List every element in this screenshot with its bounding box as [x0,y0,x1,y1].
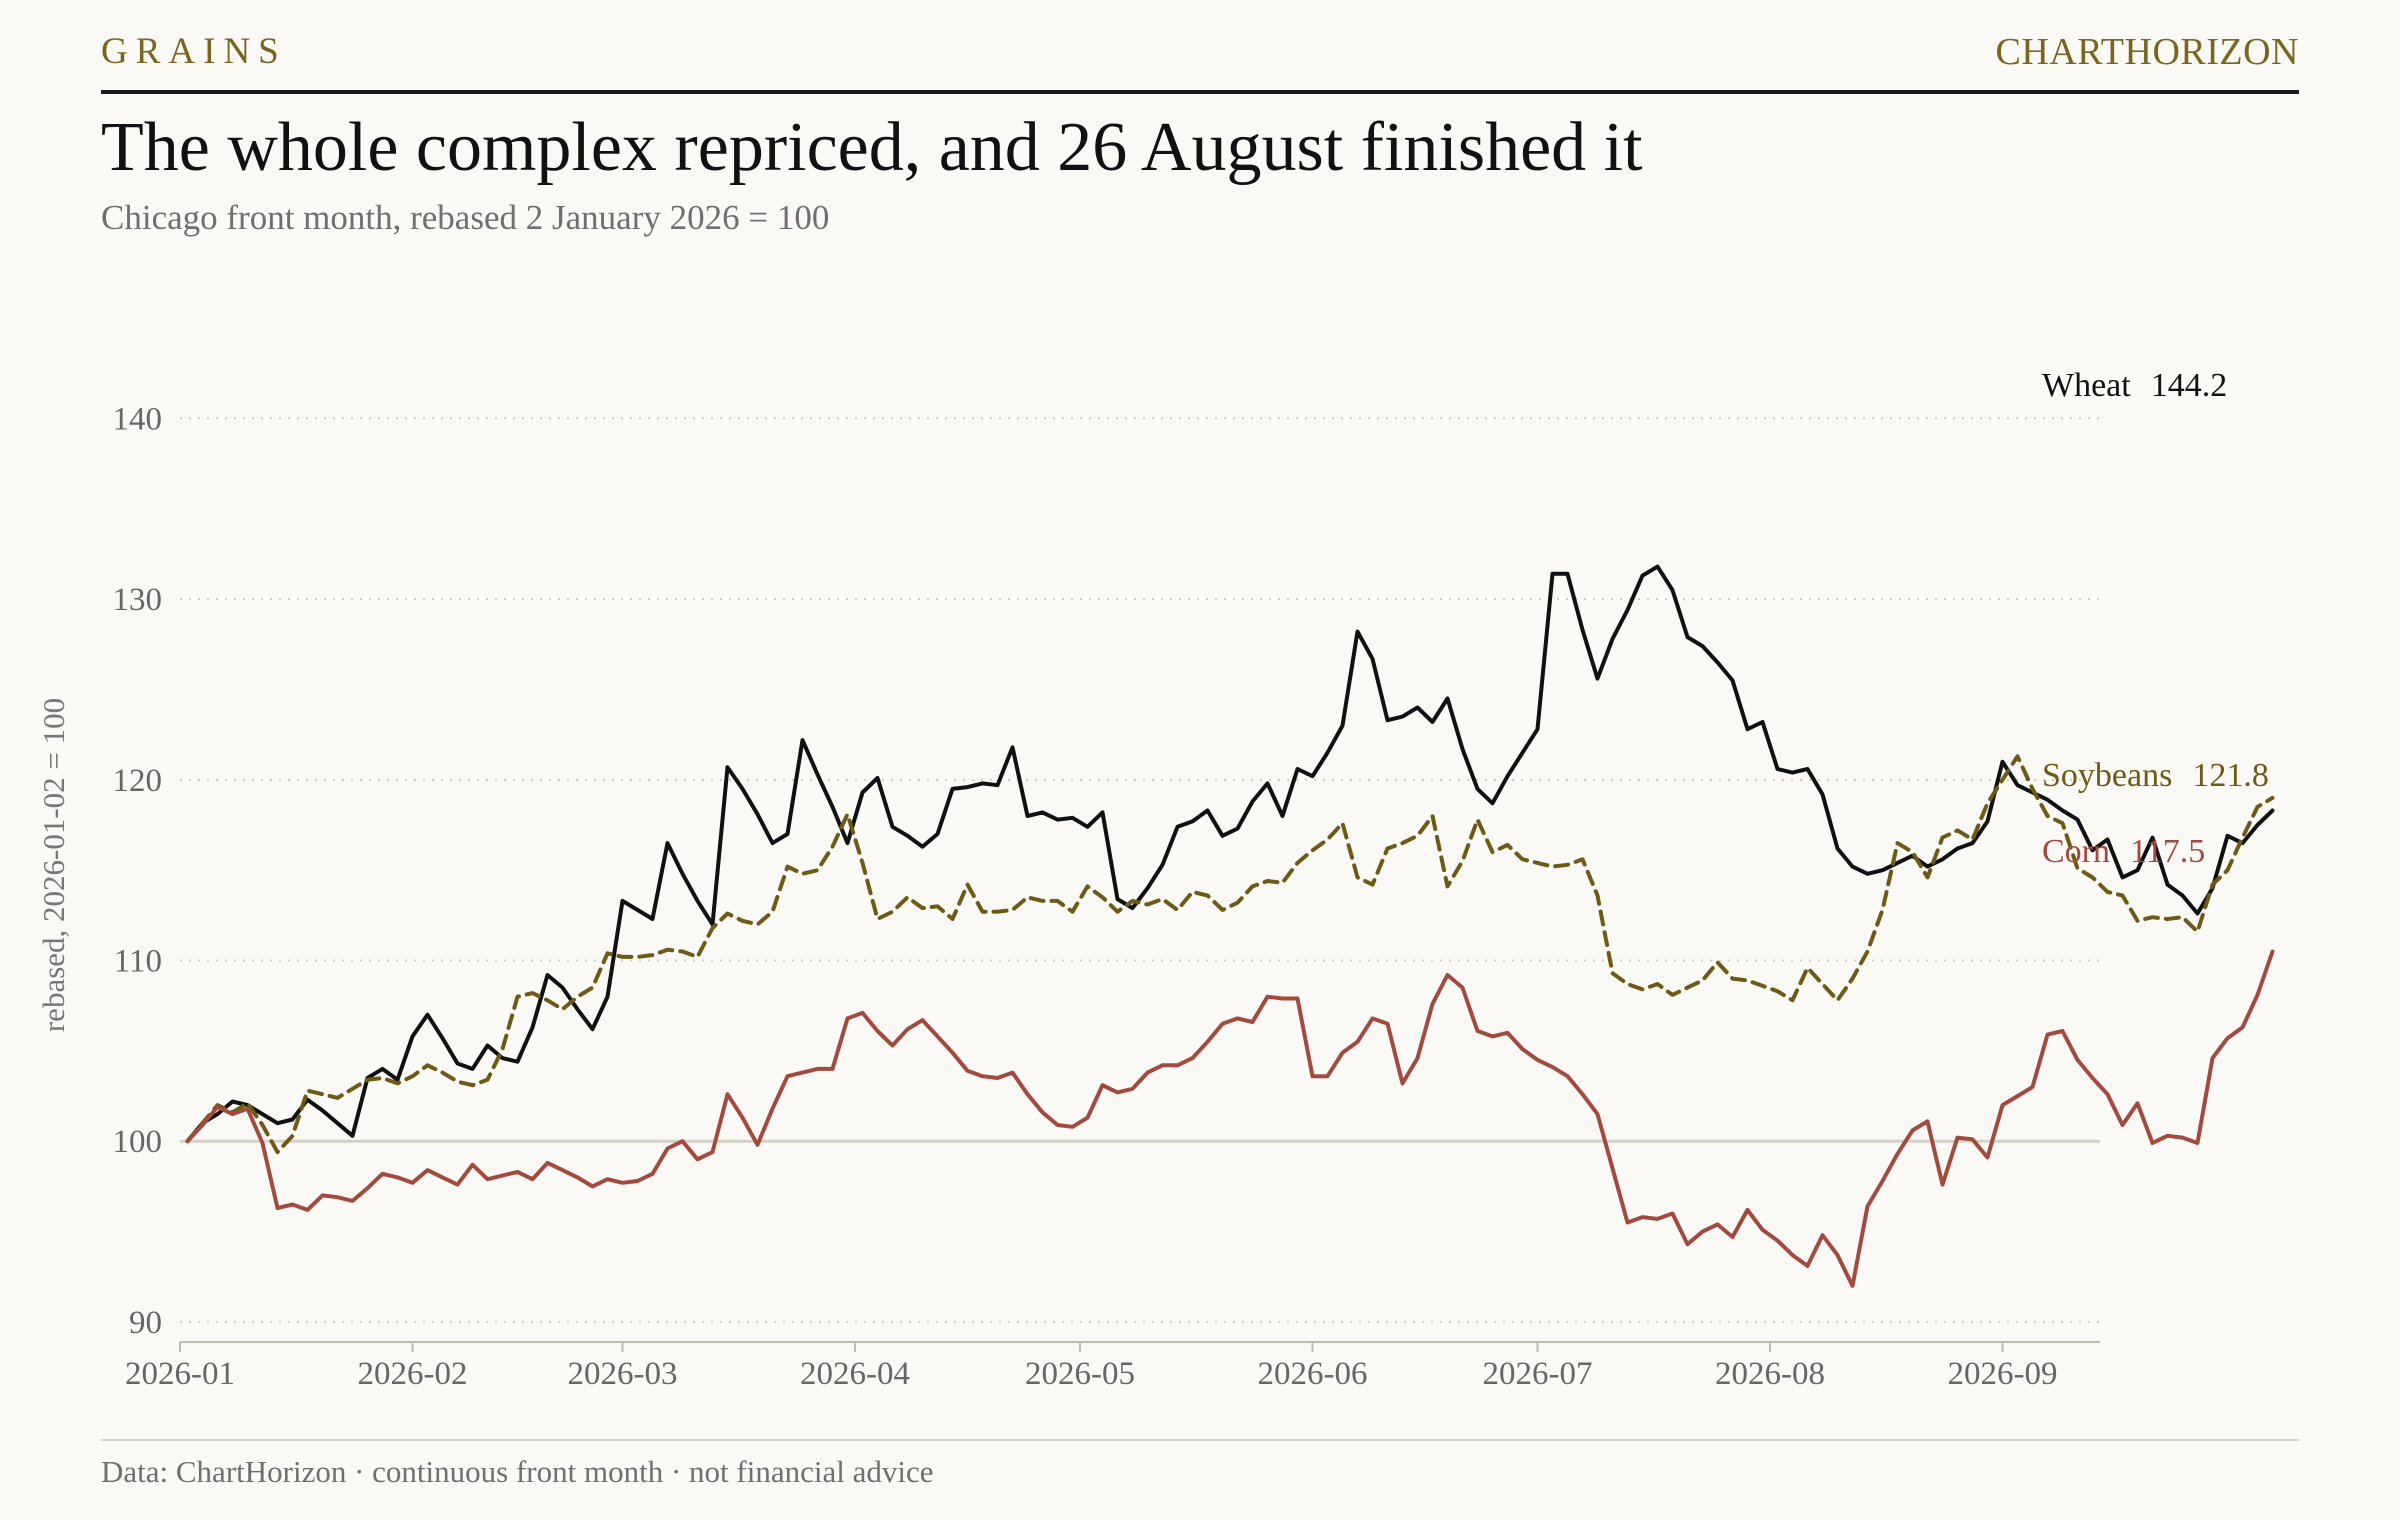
x-tick-label: 2026-06 [1258,1356,1368,1392]
line-chart: 90 100 110 120 130 140 2026-01 2026-02 2026-03 20… [36,367,2275,1392]
y-tick-label: 90 [129,1305,162,1341]
bottom-rule [101,1439,2299,1441]
series-name: Wheat [2042,367,2131,404]
series-name: Corn [2042,833,2110,870]
x-tick-label: 2026-04 [800,1356,910,1392]
series-line-wheat [185,564,2275,1144]
brand-logo[interactable]: CHARTHORIZON [1995,31,2299,73]
y-tick-label: 140 [113,401,163,437]
x-tick-label: 2026-01 [125,1356,235,1392]
x-tick-label: 2026-09 [1948,1356,2058,1392]
y-tick-label: 110 [114,944,162,980]
label-layer: Wheat 144.2 Soybeans 121.8 Corn 117.5 [2042,367,2269,870]
series-end-value: 121.8 [2192,757,2269,794]
x-tick-label: 2026-05 [1025,1356,1135,1392]
chart-title: The whole complex repriced, and 26 Augus… [101,109,1643,186]
source-note: Data: ChartHorizon · continuous front mo… [101,1454,934,1489]
y-axis-label: rebased, 2026-01-02 = 100 [36,698,71,1032]
top-rule [101,90,2299,94]
end-label-corn: Corn 117.5 [2042,833,2205,870]
y-tick-label: 130 [113,582,163,618]
y-tick-label: 100 [113,1124,163,1160]
end-label-wheat: Wheat 144.2 [2042,367,2227,404]
series-layer [185,564,2275,1288]
series-line-corn [185,949,2275,1288]
series-line-soybeans [185,754,2275,1155]
series-name: Soybeans [2042,757,2172,794]
section-kicker: GRAINS [101,31,287,72]
grid-layer [180,417,2100,1323]
end-label-soybeans: Soybeans 121.8 [2042,757,2269,794]
x-tick-label: 2026-08 [1715,1356,1825,1392]
x-tick-label: 2026-07 [1483,1356,1593,1392]
y-tick-label: 120 [113,763,163,799]
series-end-value: 117.5 [2130,833,2205,870]
x-tick-label: 2026-03 [568,1356,678,1392]
series-end-value: 144.2 [2151,367,2228,404]
x-tick-label: 2026-02 [358,1356,468,1392]
axis-layer: 90 100 110 120 130 140 2026-01 2026-02 2026-03 20… [36,401,2100,1392]
chart-subtitle: Chicago front month, rebased 2 January 2… [101,198,830,237]
